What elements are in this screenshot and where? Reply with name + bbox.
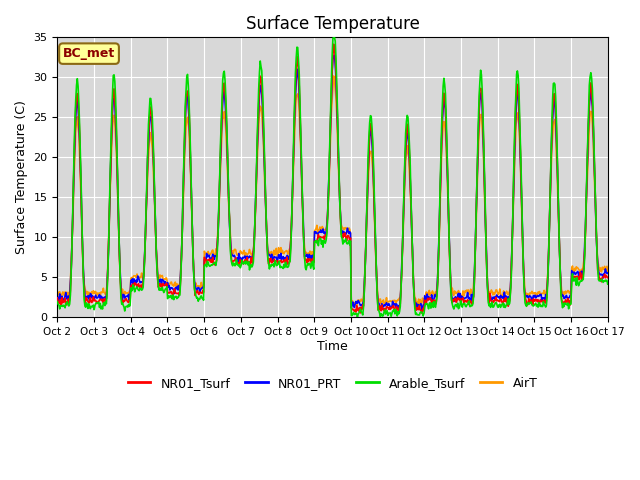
NR01_PRT (176, 286, 184, 291)
AirT (349, 303, 357, 309)
NR01_PRT (400, 189, 408, 195)
Text: BC_met: BC_met (63, 47, 115, 60)
Arable_Tsurf (120, 304, 128, 310)
NR01_PRT (331, 52, 339, 58)
AirT (63, 289, 71, 295)
NR01_Tsurf (417, 307, 424, 313)
Line: NR01_Tsurf: NR01_Tsurf (58, 44, 608, 313)
AirT (417, 300, 425, 306)
Y-axis label: Surface Temperature (C): Surface Temperature (C) (15, 100, 28, 254)
NR01_PRT (205, 252, 212, 258)
NR01_Tsurf (205, 257, 212, 263)
NR01_Tsurf (604, 275, 612, 280)
Arable_Tsurf (330, 35, 337, 40)
AirT (604, 268, 612, 274)
AirT (120, 293, 128, 299)
Arable_Tsurf (176, 292, 184, 298)
NR01_Tsurf (63, 299, 71, 305)
NR01_Tsurf (176, 288, 184, 294)
Line: AirT: AirT (58, 76, 608, 306)
NR01_PRT (419, 307, 426, 312)
Arable_Tsurf (401, 156, 409, 161)
Arable_Tsurf (417, 309, 425, 315)
AirT (330, 73, 337, 79)
Arable_Tsurf (353, 314, 361, 320)
NR01_Tsurf (418, 310, 426, 316)
Arable_Tsurf (604, 281, 612, 287)
NR01_Tsurf (330, 41, 337, 47)
Arable_Tsurf (63, 299, 71, 305)
NR01_Tsurf (400, 189, 408, 195)
NR01_PRT (417, 302, 424, 308)
NR01_Tsurf (120, 298, 128, 303)
Line: Arable_Tsurf: Arable_Tsurf (58, 37, 608, 317)
NR01_PRT (604, 270, 612, 276)
NR01_PRT (120, 292, 128, 298)
Line: NR01_PRT: NR01_PRT (58, 55, 608, 310)
NR01_PRT (54, 295, 61, 301)
Arable_Tsurf (54, 299, 61, 304)
AirT (205, 252, 212, 257)
Legend: NR01_Tsurf, NR01_PRT, Arable_Tsurf, AirT: NR01_Tsurf, NR01_PRT, Arable_Tsurf, AirT (123, 372, 542, 395)
AirT (176, 280, 184, 286)
AirT (54, 290, 61, 296)
X-axis label: Time: Time (317, 340, 348, 353)
Title: Surface Temperature: Surface Temperature (246, 15, 419, 33)
NR01_Tsurf (54, 295, 61, 301)
AirT (401, 180, 409, 186)
Arable_Tsurf (205, 263, 212, 268)
NR01_PRT (63, 297, 71, 302)
